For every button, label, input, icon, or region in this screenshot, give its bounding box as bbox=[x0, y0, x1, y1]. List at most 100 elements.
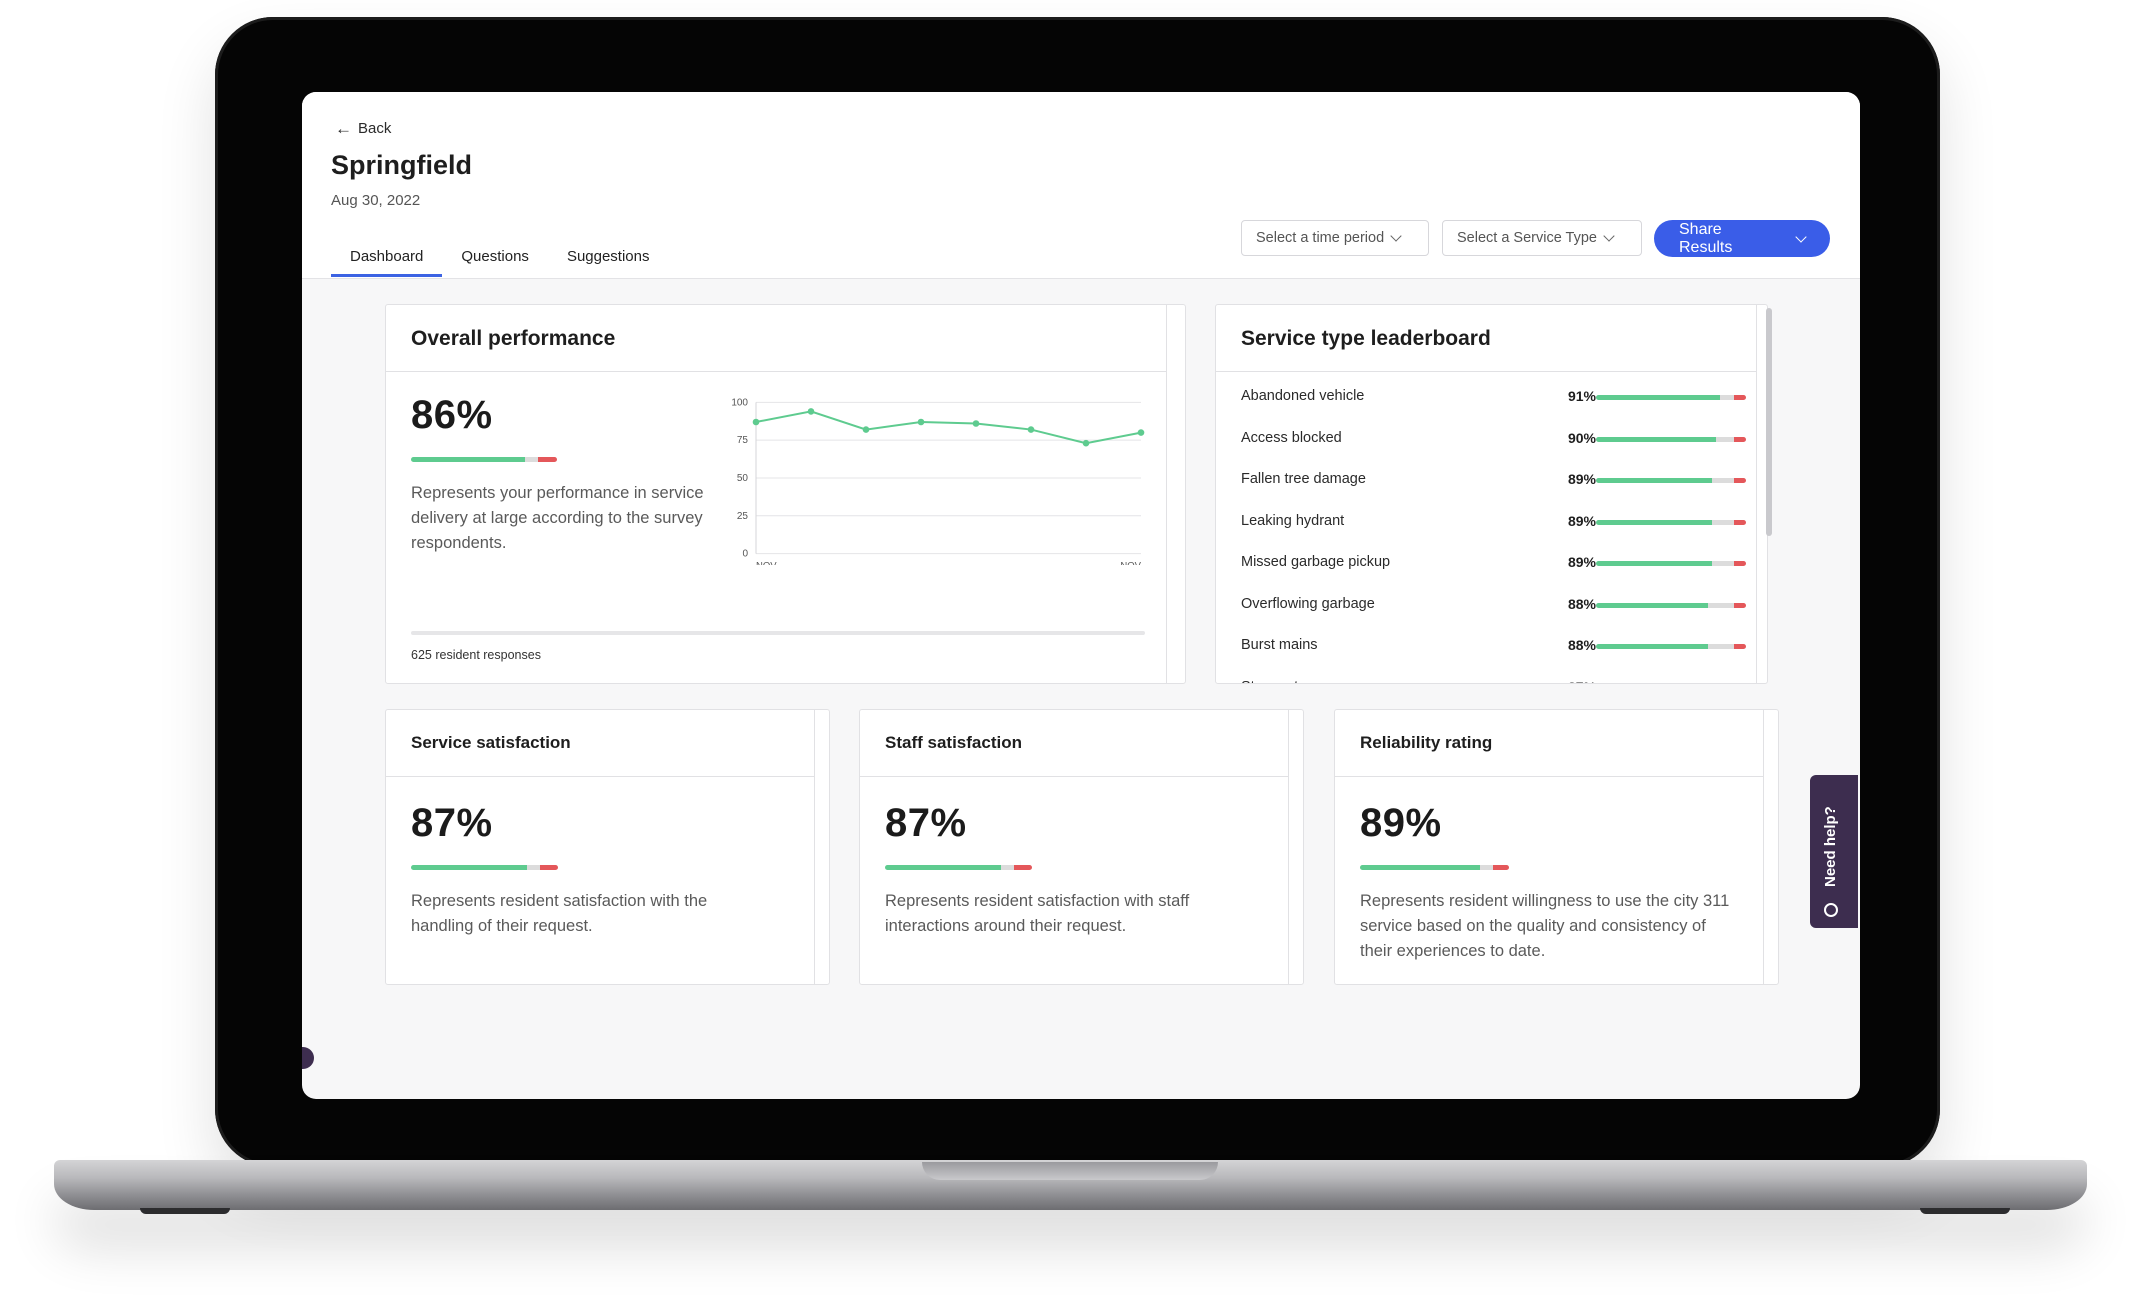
tab-dashboard[interactable]: Dashboard bbox=[331, 237, 443, 277]
service-type-name: Stray cat bbox=[1241, 679, 1298, 684]
divider bbox=[1763, 710, 1764, 984]
tab-suggestions[interactable]: Suggestions bbox=[566, 248, 650, 265]
page-date: Aug 30, 2022 bbox=[331, 192, 421, 209]
responses-count: 625 resident responses bbox=[411, 648, 541, 662]
responses-bar bbox=[411, 631, 1145, 635]
service-type-select[interactable]: Select a Service Type bbox=[1442, 220, 1642, 256]
time-period-select-label: Select a time period bbox=[1256, 230, 1385, 246]
service-type-score: 88% bbox=[1567, 637, 1596, 653]
metric-description: Represents resident willingness to use t… bbox=[1360, 892, 1730, 960]
help-icon bbox=[1824, 903, 1838, 917]
card-title: Service type leaderboard bbox=[1241, 327, 1491, 350]
data-point bbox=[1082, 439, 1090, 447]
leaderboard-row: Access blocked 90% bbox=[1241, 429, 1746, 450]
service-type-score: 89% bbox=[1567, 512, 1596, 529]
service-type-score: 89% bbox=[1567, 554, 1596, 570]
arrow-left-icon: ← bbox=[335, 119, 352, 138]
y-tick-label: 75 bbox=[737, 435, 749, 446]
x-tick-label: NOV bbox=[756, 561, 777, 565]
need-help-tab[interactable]: Need help? bbox=[1810, 775, 1858, 928]
staff-satisfaction-card: Staff satisfaction 87% Represents reside… bbox=[859, 709, 1304, 985]
score-bar bbox=[1596, 436, 1746, 442]
laptop-foot bbox=[140, 1208, 230, 1214]
service-type-score: 87% bbox=[1568, 679, 1596, 684]
leaderboard-row: Leaking hydrant 89% bbox=[1241, 512, 1746, 533]
y-tick-label: 50 bbox=[737, 473, 749, 484]
service-type-score: 91% bbox=[1567, 388, 1596, 404]
service-type-name: Access blocked bbox=[1241, 429, 1342, 446]
score-bar bbox=[1360, 865, 1509, 870]
back-link[interactable]: ← Back bbox=[335, 120, 391, 137]
score-bar bbox=[1596, 561, 1746, 566]
score-bar bbox=[1596, 478, 1746, 483]
data-point bbox=[752, 418, 760, 426]
chevron-down-icon bbox=[1603, 230, 1615, 242]
card-title: Reliability rating bbox=[1360, 733, 1493, 752]
divider bbox=[1288, 710, 1289, 984]
service-type-name: Fallen tree damage bbox=[1241, 471, 1366, 487]
service-type-name: Abandoned vehicle bbox=[1241, 388, 1365, 404]
service-type-name: Burst mains bbox=[1241, 637, 1318, 653]
divider bbox=[860, 776, 1288, 777]
service-satisfaction-card: Service satisfaction 87% Represents resi… bbox=[385, 709, 830, 985]
leaderboard-scrollbar[interactable] bbox=[1766, 308, 1772, 536]
back-label: Back bbox=[358, 120, 392, 137]
card-title: Service satisfaction bbox=[411, 733, 571, 752]
divider bbox=[386, 371, 1166, 372]
score-bar bbox=[885, 865, 1032, 870]
service-type-name: Leaking hydrant bbox=[1241, 512, 1345, 529]
share-results-button[interactable]: Share Results bbox=[1654, 220, 1830, 257]
divider bbox=[1166, 305, 1167, 683]
leaderboard-row: Fallen tree damage 89% bbox=[1241, 471, 1746, 491]
service-type-select-label: Select a Service Type bbox=[1457, 230, 1597, 246]
leaderboard-row: Stray cat 87% bbox=[1241, 679, 1741, 684]
divider bbox=[386, 776, 814, 777]
time-period-select[interactable]: Select a time period bbox=[1241, 220, 1429, 256]
y-tick-label: 100 bbox=[731, 397, 748, 408]
laptop-notch bbox=[922, 1162, 1218, 1180]
service-type-score: 90% bbox=[1567, 429, 1596, 446]
overall-performance-card: Overall performance 86% Represents your … bbox=[385, 304, 1186, 684]
app-screen: ← Back Springfield Aug 30, 2022 Dashboar… bbox=[302, 92, 1860, 1099]
page-title: Springfield bbox=[331, 150, 472, 180]
chevron-down-icon bbox=[1795, 230, 1807, 243]
staff-satisfaction-score: 87% bbox=[885, 801, 967, 845]
laptop-foot bbox=[1920, 1208, 2010, 1214]
divider bbox=[1216, 371, 1756, 372]
page-header: ← Back Springfield Aug 30, 2022 Dashboar… bbox=[302, 92, 1860, 279]
need-help-label: Need help? bbox=[1822, 806, 1839, 887]
leaderboard-card: Service type leaderboard Abandoned vehic… bbox=[1215, 304, 1768, 684]
divider bbox=[1335, 776, 1763, 777]
reliability-rating-score: 89% bbox=[1360, 801, 1442, 845]
data-point bbox=[1137, 429, 1145, 436]
performance-line-chart: 1007550250NOV2021NOV2022 bbox=[731, 397, 1145, 565]
score-bar bbox=[1596, 519, 1746, 525]
service-type-name: Overflowing garbage bbox=[1241, 595, 1375, 612]
y-tick-label: 0 bbox=[742, 549, 748, 560]
leaderboard-row: Missed garbage pickup 89% bbox=[1241, 554, 1746, 574]
card-title: Staff satisfaction bbox=[885, 733, 1022, 752]
score-bar bbox=[411, 865, 558, 870]
service-type-score: 89% bbox=[1567, 471, 1596, 487]
series-line bbox=[755, 410, 1142, 445]
y-tick-label: 25 bbox=[737, 511, 749, 522]
divider bbox=[814, 710, 815, 984]
overall-score-bar bbox=[411, 457, 557, 462]
reliability-rating-card: Reliability rating 89% Represents reside… bbox=[1334, 709, 1779, 985]
score-bar bbox=[1596, 395, 1746, 400]
share-results-label: Share Results bbox=[1679, 220, 1733, 256]
metric-description: Represents resident satisfaction with th… bbox=[411, 892, 708, 935]
service-type-name: Missed garbage pickup bbox=[1241, 554, 1391, 570]
leaderboard-row: Abandoned vehicle 91% bbox=[1241, 388, 1746, 408]
data-point bbox=[972, 420, 980, 427]
score-bar bbox=[1596, 602, 1746, 608]
tab-questions[interactable]: Questions bbox=[461, 248, 529, 265]
leaderboard-row: Overflowing garbage 88% bbox=[1241, 595, 1746, 616]
divider bbox=[1756, 305, 1757, 683]
service-satisfaction-score: 87% bbox=[411, 801, 493, 845]
tab-bar: Dashboard Questions Suggestions bbox=[331, 237, 669, 277]
sidebar-toggle-button[interactable] bbox=[302, 1047, 314, 1069]
metric-description: Represents resident satisfaction with st… bbox=[885, 892, 1190, 935]
data-point bbox=[917, 418, 925, 426]
service-type-score: 88% bbox=[1567, 595, 1596, 612]
